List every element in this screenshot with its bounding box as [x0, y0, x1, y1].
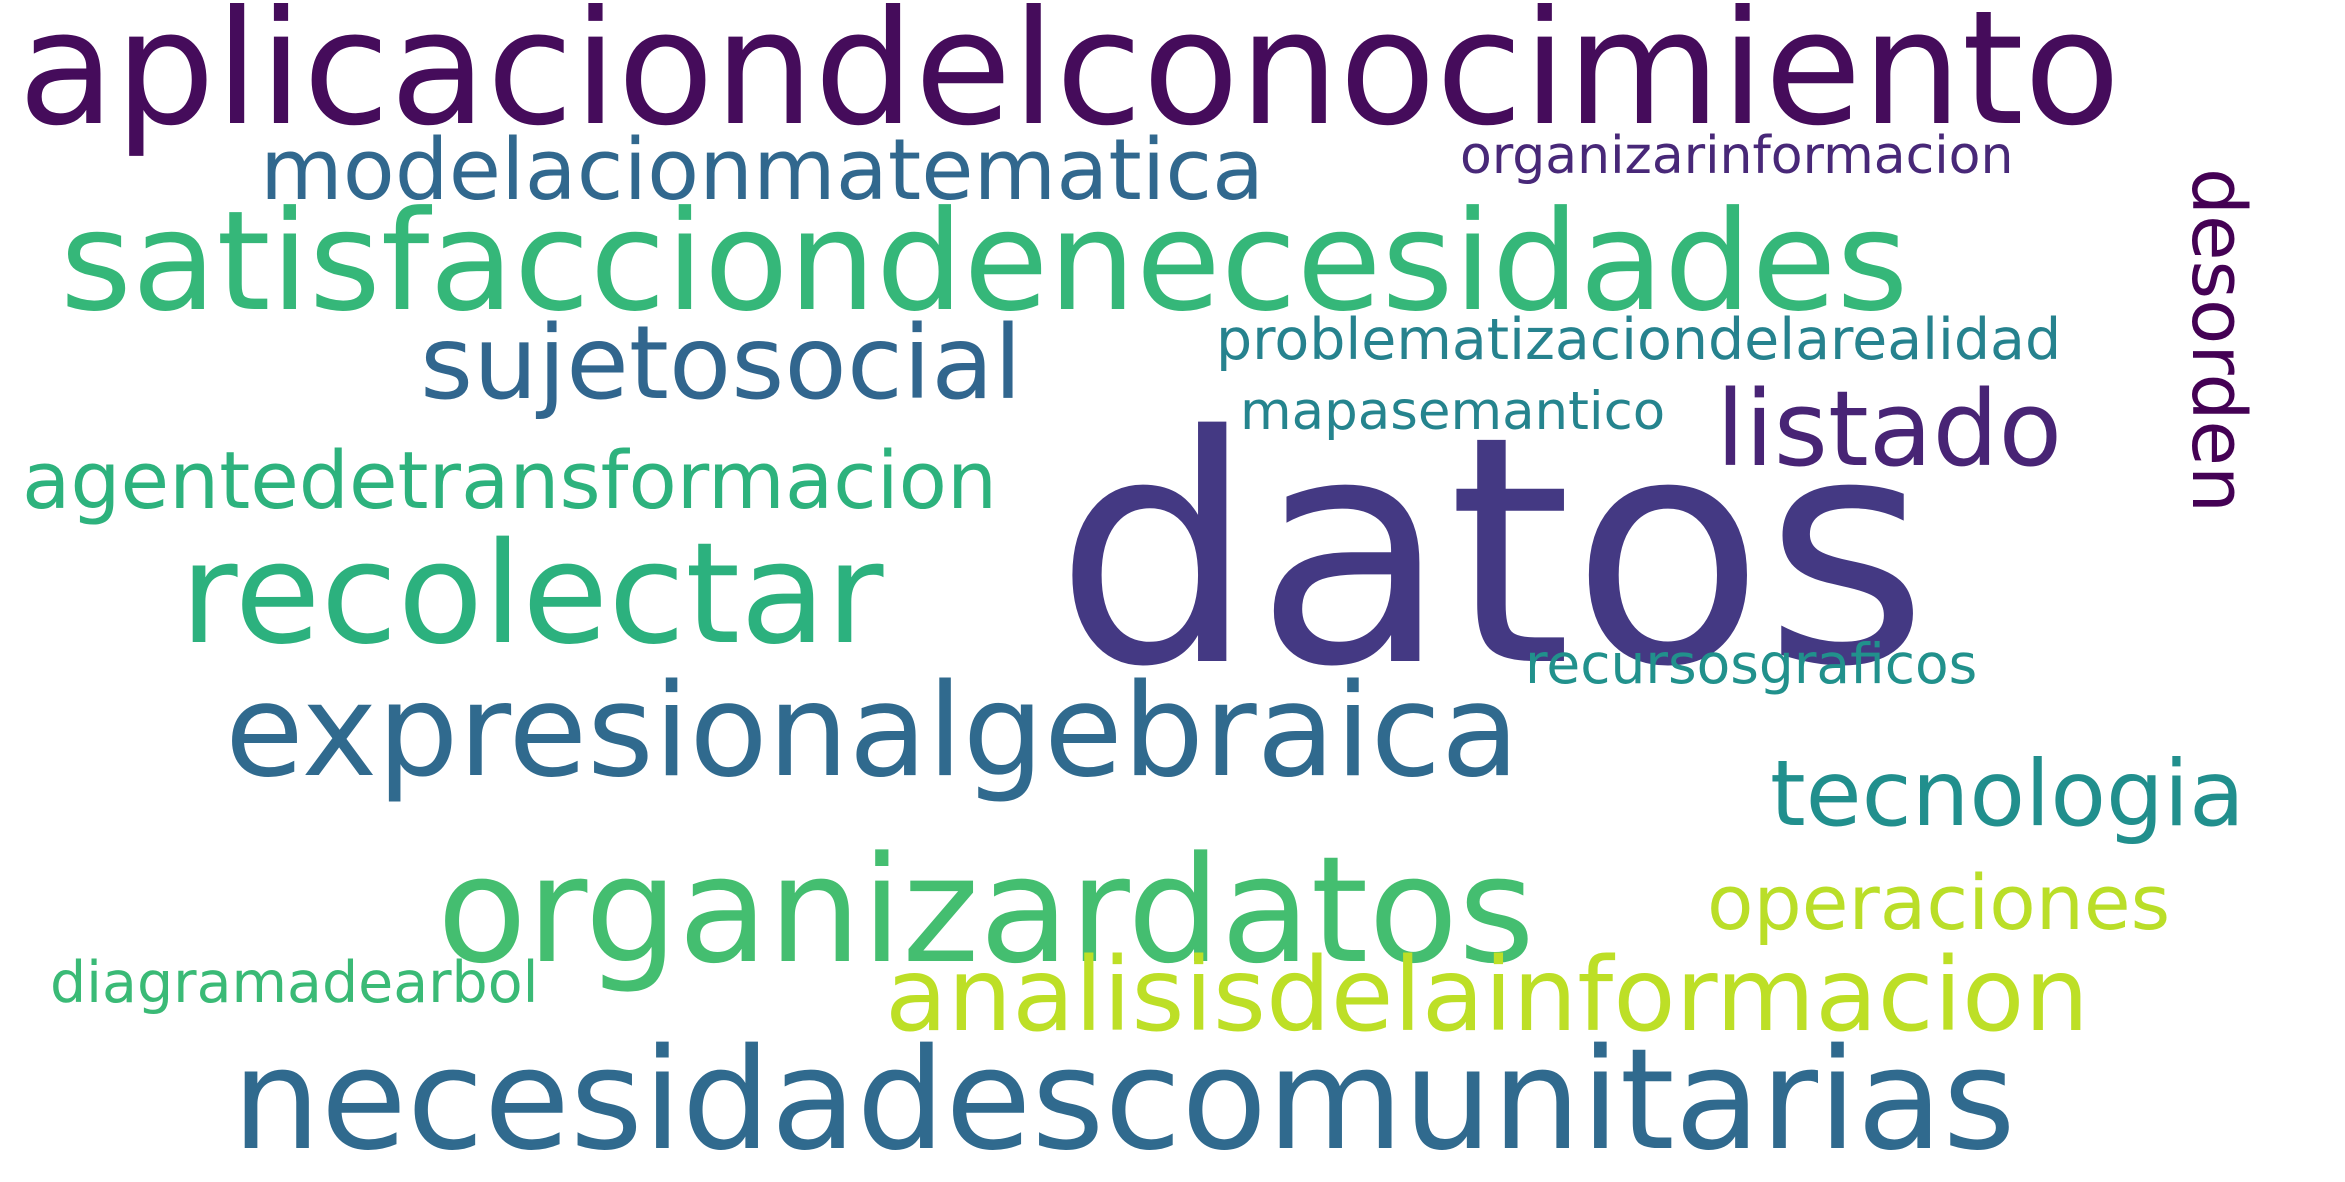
- word-agentedetransformacion: agentedetransformacion: [22, 435, 998, 527]
- word-analisisdelainformacion: analisisdelainformacion: [885, 936, 2090, 1055]
- word-listado: listado: [1716, 368, 2063, 490]
- word-necesidadescomunitarias: necesidadescomunitarias: [232, 1019, 2016, 1182]
- word-diagramadearbol: diagramadearbol: [50, 950, 539, 1016]
- word-recursosgraficos: recursosgraficos: [1525, 632, 1978, 696]
- word-satisfacciondenecesidades: satisfacciondenecesidades: [60, 181, 1909, 342]
- word-recolectar: recolectar: [180, 513, 884, 676]
- word-organizardatos: organizardatos: [437, 825, 1535, 996]
- word-modelacionmatematica: modelacionmatematica: [260, 121, 1265, 220]
- word-sujetosocial: sujetosocial: [420, 304, 1023, 423]
- word-mapasemantico: mapasemantico: [1240, 381, 1666, 442]
- word-datos: datos: [1055, 370, 1929, 736]
- word-organizarinformacion: organizarinformacion: [1460, 126, 2014, 186]
- word-tecnologia: tecnologia: [1770, 742, 2245, 847]
- word-aplicaciondelconocimiento: aplicaciondelconocimiento: [18, 0, 2121, 161]
- word-desorden: desorden: [2175, 168, 2261, 513]
- word-expresionalgebraica: expresionalgebraica: [225, 657, 1520, 806]
- word-operaciones: operaciones: [1707, 858, 2171, 947]
- word-problematizaciondelarealidad: problematizaciondelarealidad: [1216, 307, 2062, 373]
